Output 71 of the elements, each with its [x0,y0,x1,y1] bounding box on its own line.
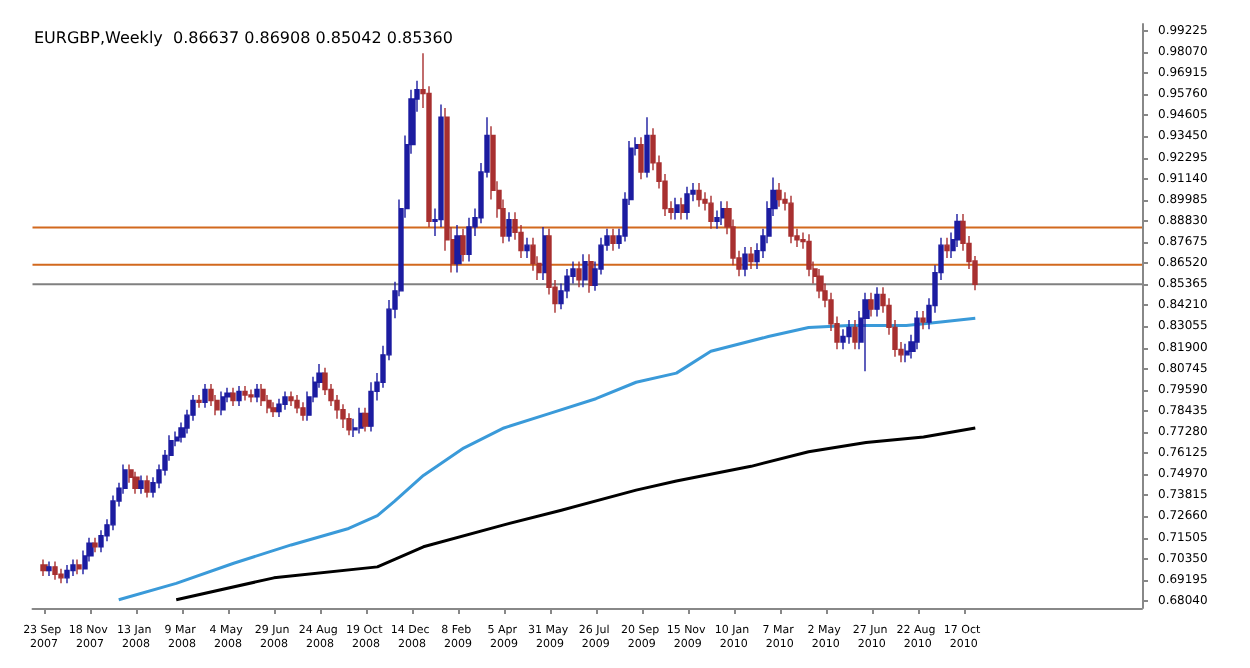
line-series [174,426,977,602]
candlestick [788,195,794,245]
candlestick [138,474,144,495]
candlestick [230,387,236,407]
candlestick [806,233,812,277]
candlestick [282,390,288,411]
candlestick [300,401,306,422]
candlestick [288,390,294,407]
candlestick [460,228,466,263]
candlestick [220,390,226,416]
candlestick [852,319,858,351]
candlestick [294,394,300,415]
candlestick [674,196,680,221]
candlestick [696,182,702,208]
candlestick [904,343,910,363]
candlestick [816,268,824,299]
candlestick [846,319,852,345]
candlestick [638,136,644,181]
candlestick [236,385,242,407]
candlestick [58,568,64,585]
candlestick [196,394,202,409]
candlestick [742,246,748,277]
candlestick [582,253,588,288]
candlestick [346,412,352,436]
candlestick [588,253,594,294]
candlestick [144,474,150,499]
candlestick [202,383,208,409]
line-series [117,316,977,602]
candlestick [644,116,650,179]
candlestick [776,182,782,208]
candlestick [684,185,690,221]
candlestick [720,200,726,226]
candlestick [92,536,98,553]
candlestick [874,286,880,318]
candlestick [708,195,714,230]
candlestick [260,383,266,407]
candlestick [132,471,140,495]
candlestick [840,328,846,351]
candlestick [276,398,282,418]
candlestick [248,388,254,404]
candlestick [714,209,720,230]
candlestick [454,224,462,274]
candlestick [208,383,214,407]
candlestick [242,385,248,402]
candlestick [524,237,530,259]
candlestick [270,401,278,418]
candlestick [868,291,874,318]
candlestick [76,558,82,575]
candlestick [610,228,616,252]
candlestick [748,246,754,270]
candlestick [64,564,70,585]
candlestick [254,383,260,404]
candlestick [368,381,374,433]
candlestick [46,560,52,577]
candlestick [944,237,950,259]
candlestick [358,407,364,435]
chart-title: EURGBP,Weekly 0.86637 0.86908 0.85042 0.85360 [34,29,453,47]
candlestick [680,196,686,221]
candlestick [70,558,76,577]
candlestick [506,211,512,243]
candlestick [40,558,48,577]
candlestick [340,403,346,429]
candlestick [862,291,870,372]
candlestick [362,407,370,433]
candlestick [576,260,582,288]
candlestick [466,217,472,263]
candlestick [920,310,926,330]
candlestick [530,237,536,272]
candlestick [52,560,58,581]
candlestick [438,103,444,228]
candlestick [914,310,920,351]
